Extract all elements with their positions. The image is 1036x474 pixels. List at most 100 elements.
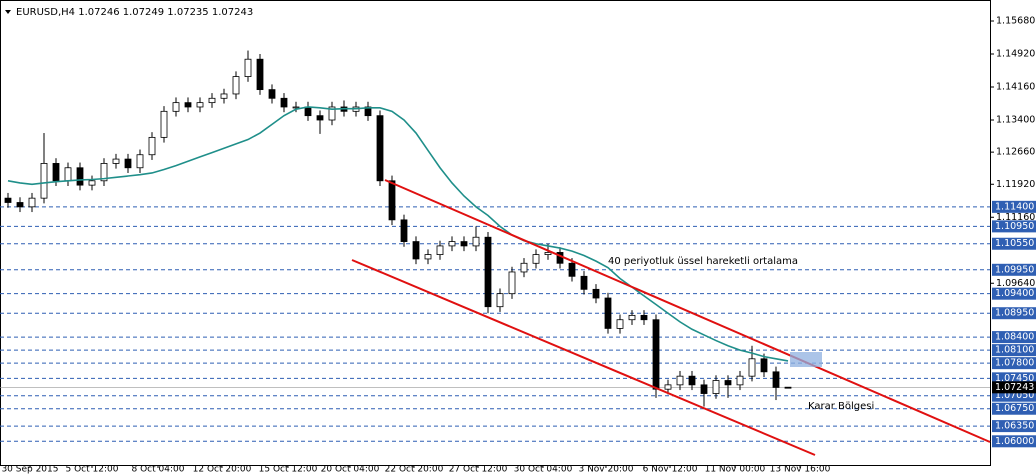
candle-body bbox=[76, 167, 84, 186]
y-tick-label: 1.13400 bbox=[996, 115, 1035, 126]
x-tick-label: 27 Oct 12:00 bbox=[449, 465, 508, 474]
candle-body bbox=[388, 180, 396, 221]
candle-body bbox=[592, 288, 600, 299]
candle-body bbox=[580, 275, 588, 290]
candle-body bbox=[316, 115, 324, 121]
level-label-box bbox=[992, 331, 1036, 344]
candle-body bbox=[400, 219, 408, 242]
y-tick-label: 1.14160 bbox=[996, 82, 1035, 93]
candle-body bbox=[16, 202, 24, 208]
level-label: 1.06350 bbox=[995, 421, 1034, 432]
level-label-box bbox=[992, 200, 1036, 213]
candle-body bbox=[184, 102, 192, 108]
candle-body bbox=[244, 58, 252, 77]
candle-body bbox=[760, 358, 768, 373]
last-price-label: 1.07243 bbox=[995, 382, 1034, 393]
level-label: 1.08100 bbox=[995, 345, 1034, 356]
candle-body bbox=[568, 262, 576, 277]
level-label-box bbox=[992, 402, 1036, 415]
candle-body bbox=[292, 106, 300, 109]
candle-body bbox=[676, 375, 684, 386]
level-label: 1.10950 bbox=[995, 221, 1034, 232]
level-label: 1.06000 bbox=[995, 436, 1034, 447]
candle-body bbox=[172, 102, 180, 112]
y-tick-label: 1.12660 bbox=[996, 147, 1035, 158]
candles bbox=[4, 50, 792, 407]
candle-body bbox=[700, 384, 708, 394]
candle-body bbox=[412, 241, 420, 260]
x-tick-label: 30 Oct 04:00 bbox=[514, 465, 573, 474]
candle-body bbox=[496, 293, 504, 308]
candle-body bbox=[160, 110, 168, 138]
candle-body bbox=[532, 254, 540, 264]
candle-body bbox=[640, 314, 648, 321]
last-price-box bbox=[992, 381, 1036, 394]
level-label-box bbox=[992, 237, 1036, 250]
candle-body bbox=[448, 241, 456, 247]
level-label-box bbox=[992, 263, 1036, 276]
y-tick-label: 1.09640 bbox=[996, 278, 1035, 289]
x-tick-label: 3 Nov 20:00 bbox=[578, 465, 633, 474]
y-tick-label: 1.15680 bbox=[996, 16, 1035, 27]
candle-body bbox=[220, 93, 228, 99]
candle-body bbox=[544, 252, 552, 255]
level-label: 1.09950 bbox=[995, 264, 1034, 275]
level-label: 1.08400 bbox=[995, 332, 1034, 343]
candle-body bbox=[88, 180, 96, 186]
level-label: 1.09400 bbox=[995, 288, 1034, 299]
level-label-box bbox=[992, 357, 1036, 370]
candle-body bbox=[4, 197, 12, 203]
candle-body bbox=[148, 136, 156, 156]
price-axis: 1.15680 1.14920 1.14160 1.13400 1.12660 1.119… bbox=[1, 16, 1036, 474]
candle-body bbox=[28, 197, 36, 208]
level-label-box bbox=[992, 420, 1036, 433]
candle-body bbox=[460, 241, 468, 247]
candle-body bbox=[772, 371, 780, 388]
candle-body bbox=[604, 297, 612, 329]
level-label-box bbox=[992, 307, 1036, 320]
candle-body bbox=[52, 163, 60, 182]
lower-trendline bbox=[351, 259, 816, 456]
y-tick-label: 1.11920 bbox=[996, 179, 1035, 190]
candle-body bbox=[652, 319, 660, 390]
level-label: 1.10550 bbox=[995, 238, 1034, 249]
levels bbox=[0, 206, 990, 442]
decision-zone bbox=[790, 352, 822, 367]
x-tick-label: 6 Nov 12:00 bbox=[643, 465, 698, 474]
candle-body bbox=[784, 386, 792, 389]
y-tick-label: 1.11160 bbox=[996, 212, 1035, 223]
candle-body bbox=[748, 358, 756, 377]
menu-arrow bbox=[5, 10, 11, 14]
candle-body bbox=[664, 384, 672, 390]
candle-body bbox=[376, 115, 384, 182]
level-label: 1.07800 bbox=[995, 358, 1034, 369]
candle-body bbox=[508, 271, 516, 295]
candle-body bbox=[40, 163, 48, 199]
ema-line bbox=[7, 106, 789, 362]
level-label: 1.11400 bbox=[995, 201, 1034, 212]
candle-body bbox=[520, 262, 528, 273]
candle-body bbox=[124, 158, 132, 169]
level-label: 1.08950 bbox=[995, 308, 1034, 319]
candle-body bbox=[712, 380, 720, 394]
candle-body bbox=[364, 106, 372, 117]
level-label: 1.06750 bbox=[995, 403, 1034, 414]
x-tick-label: 15 Oct 12:00 bbox=[259, 465, 318, 474]
candle-body bbox=[616, 319, 624, 329]
level-label-box bbox=[992, 344, 1036, 357]
candle-body bbox=[724, 380, 732, 386]
candle-body bbox=[472, 236, 480, 247]
candle-body bbox=[688, 375, 696, 386]
x-tick-label: 11 Nov 00:00 bbox=[705, 465, 766, 474]
candle-body bbox=[436, 245, 444, 255]
candle-body bbox=[100, 163, 108, 182]
x-tick-label: 13 Nov 16:00 bbox=[770, 465, 831, 474]
candle-body bbox=[232, 76, 240, 95]
candle-body bbox=[196, 102, 204, 108]
level-label-box bbox=[992, 220, 1036, 233]
ema-annotation: 40 periyotluk üssel hareketli ortalama bbox=[608, 256, 798, 267]
candle-body bbox=[424, 254, 432, 260]
candle-body bbox=[280, 97, 288, 108]
candle-body bbox=[208, 97, 216, 104]
x-tick-label: 12 Oct 20:00 bbox=[193, 465, 252, 474]
